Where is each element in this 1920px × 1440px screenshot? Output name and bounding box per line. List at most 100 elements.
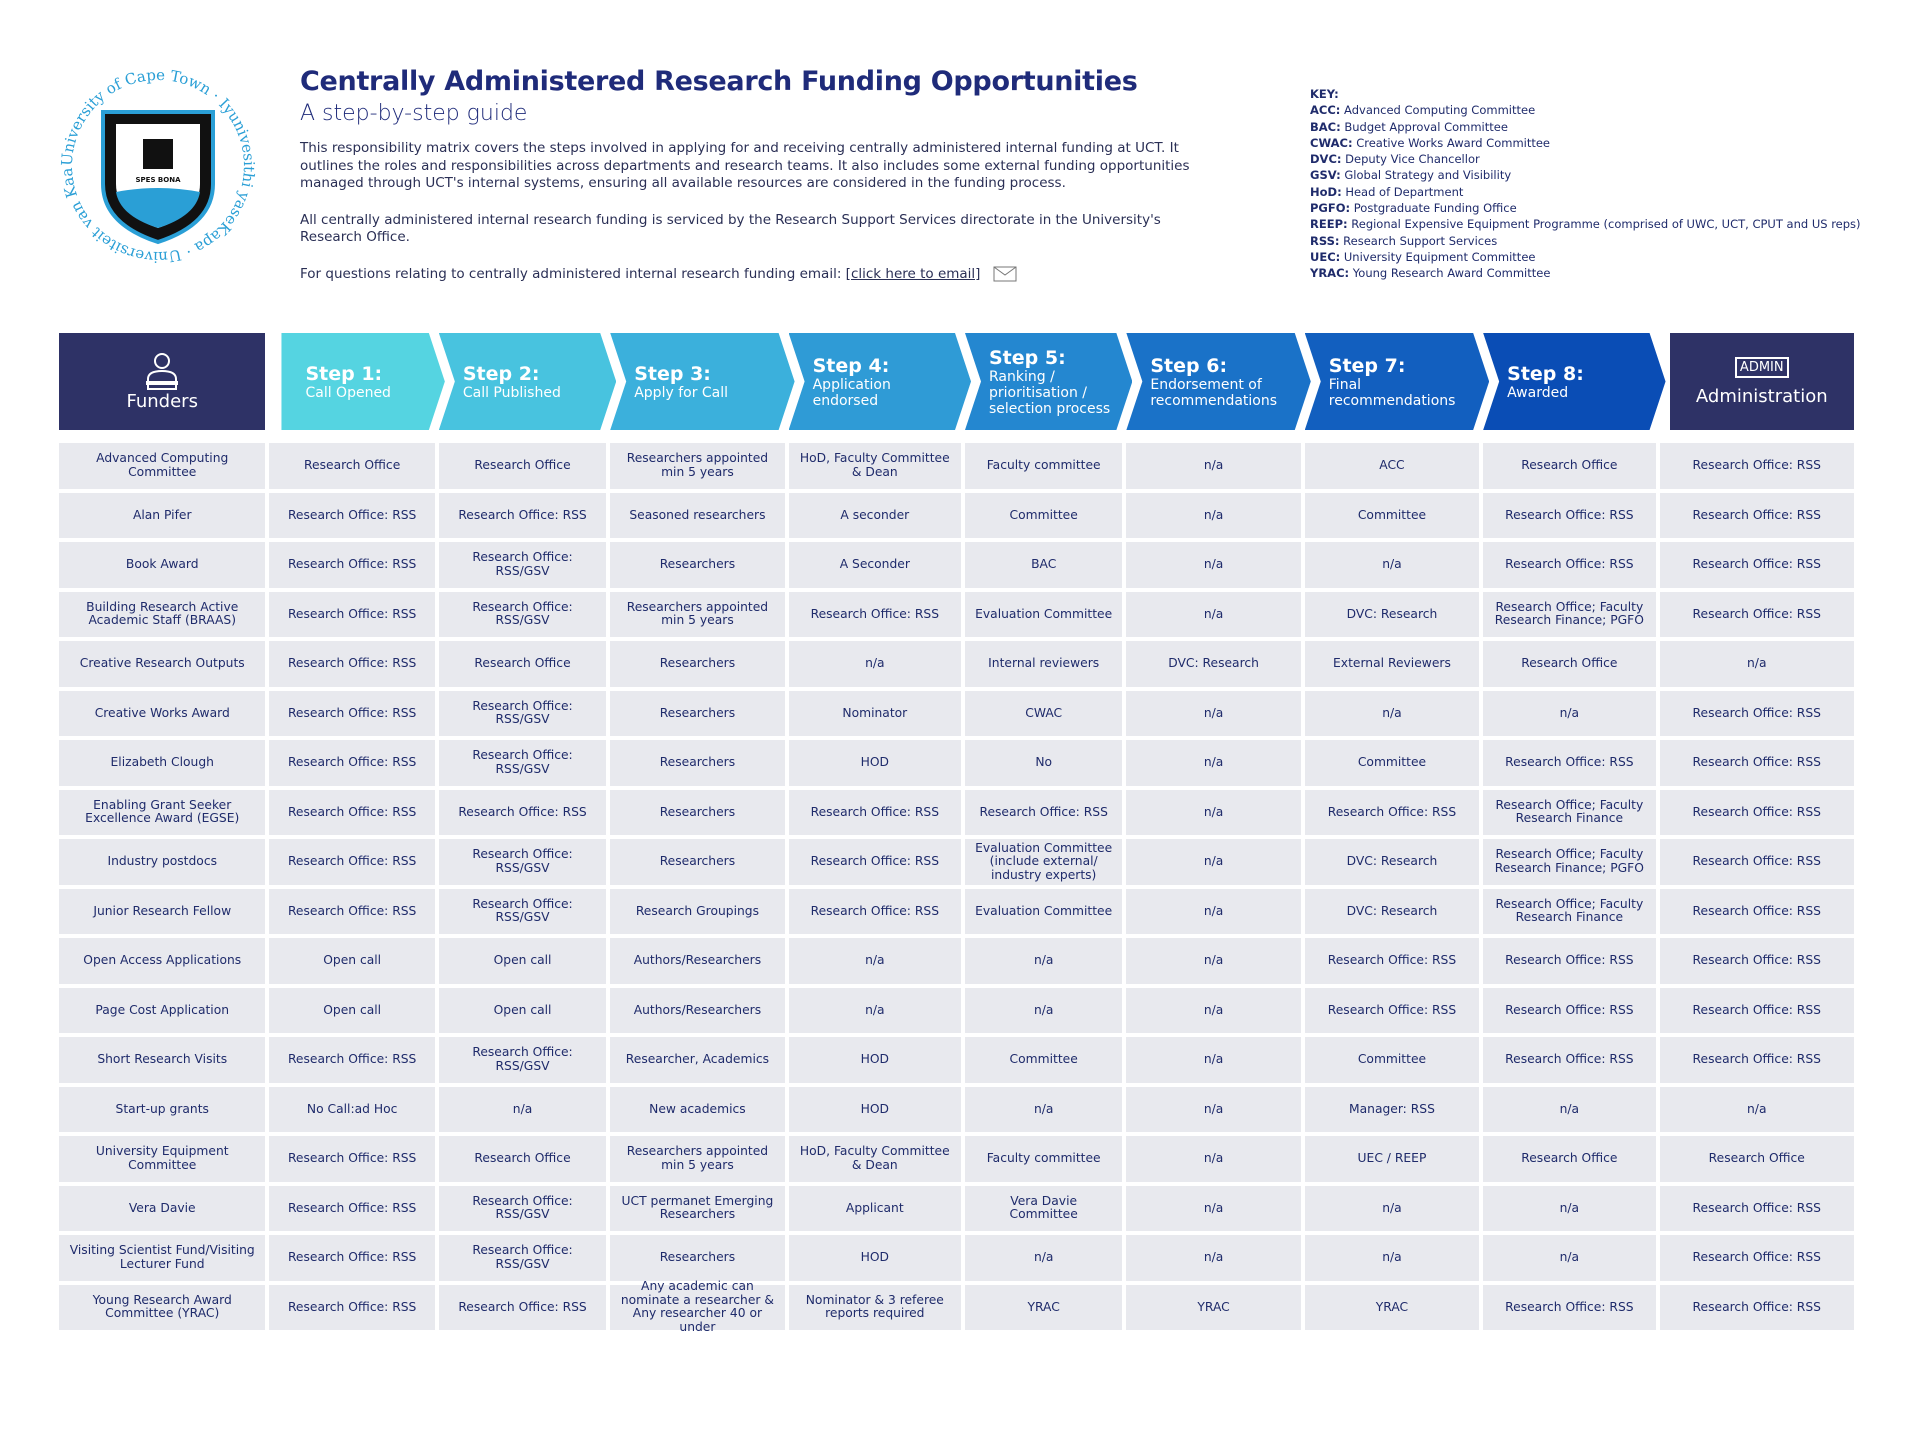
step-label: Endorsement of recommendations [1150, 376, 1278, 409]
step-header: Step 6: Endorsement of recommendations [1126, 333, 1310, 430]
table-cell: Research Office [438, 443, 607, 489]
funder-cell: Elizabeth Clough [59, 740, 266, 786]
funder-cell: Vera Davie [59, 1185, 266, 1231]
table-cell: n/a [1304, 542, 1480, 588]
key-entry: HoD: Head of Department [1310, 184, 1861, 200]
table-cell: Research Office: RSS [1483, 1284, 1656, 1330]
key-abbr: YRAC: [1310, 266, 1350, 281]
table-cell: Research Office: RSS [1659, 690, 1854, 736]
key-entry: PGFO: Postgraduate Funding Office [1310, 200, 1861, 216]
table-cell: Evaluation Committee [965, 888, 1123, 934]
email-link[interactable]: [click here to email] [845, 265, 981, 282]
table-cell: Researchers [610, 1235, 785, 1281]
email-line: For questions relating to centrally admi… [300, 266, 1200, 284]
table-cell: n/a [1126, 938, 1301, 984]
key-entry: YRAC: Young Research Award Committee [1310, 265, 1861, 281]
table-cell: Research Office: RSS [1659, 938, 1854, 984]
table-cell: Research Office: RSS [1659, 740, 1854, 786]
table-cell: Research Office: RSS/GSV [438, 740, 607, 786]
table-cell: ACC [1304, 443, 1480, 489]
table-cell: HOD [788, 1086, 961, 1132]
funder-cell: Book Award [59, 542, 266, 588]
table-cell: Research Office: RSS [1483, 987, 1656, 1033]
key-title: KEY: [1310, 87, 1339, 101]
key-desc: Budget Approval Committee [1344, 119, 1508, 134]
table-cell: Research Office: RSS [269, 839, 435, 885]
table-cell: Research Office: RSS [1483, 1037, 1656, 1083]
table-cell: Research Office: RSS [269, 1284, 435, 1330]
table-cell: n/a [1126, 690, 1301, 736]
key-desc: Advanced Computing Committee [1344, 103, 1536, 118]
table-cell: n/a [1304, 1235, 1480, 1281]
step-label: Awarded [1507, 384, 1569, 401]
title: Centrally Administered Research Funding … [300, 66, 1138, 97]
table-cell: Authors/Researchers [610, 938, 785, 984]
key-desc: Young Research Award Committee [1352, 266, 1551, 281]
key-entry: BAC: Budget Approval Committee [1310, 119, 1861, 135]
step-number: Step 3: [634, 362, 711, 385]
step-header: Step 4: Application endorsed [789, 333, 971, 430]
table-cell: Research Office: RSS [1659, 1185, 1854, 1231]
table-cell: CWAC [965, 690, 1123, 736]
table-cell: n/a [965, 987, 1123, 1033]
key-entry: REEP: Regional Expensive Equipment Progr… [1310, 216, 1861, 232]
table-cell: Research Office: RSS/GSV [438, 1235, 607, 1281]
step-label: Apply for Call [634, 384, 729, 401]
key-desc: Deputy Vice Chancellor [1345, 152, 1480, 167]
table-cell: Researchers [610, 542, 785, 588]
table-cell: n/a [1659, 641, 1854, 687]
table-cell: Faculty committee [965, 443, 1123, 489]
table-cell: Researchers [610, 839, 785, 885]
table-cell: Research Office: RSS [1483, 740, 1656, 786]
table-cell: n/a [1126, 839, 1301, 885]
table-cell: Research Office: RSS/GSV [438, 888, 607, 934]
table-cell: n/a [1126, 1037, 1301, 1083]
table-cell: Researchers appointed min 5 years [610, 1136, 785, 1182]
funders-label: Funders [126, 391, 198, 412]
key-desc: University Equipment Committee [1343, 249, 1536, 264]
table-cell: n/a [1304, 690, 1480, 736]
table-cell: Research Office: RSS/GSV [438, 690, 607, 736]
table-cell: No Call:ad Hoc [269, 1086, 435, 1132]
table-cell: n/a [1126, 1136, 1301, 1182]
table-cell: Research Office: RSS [1659, 591, 1854, 637]
key-desc: Regional Expensive Equipment Programme (… [1351, 217, 1861, 232]
table-cell: Research Office: RSS [1659, 443, 1854, 489]
table-cell: n/a [1483, 1235, 1656, 1281]
table-cell: Vera Davie Committee [965, 1185, 1123, 1231]
table-cell: n/a [1126, 1086, 1301, 1132]
table-cell: Research Office: RSS [1659, 987, 1854, 1033]
table-cell: HOD [788, 1235, 961, 1281]
table-cell: Research Office: RSS/GSV [438, 1185, 607, 1231]
intro-paragraph: All centrally administered internal rese… [300, 211, 1161, 246]
table-cell: n/a [438, 1086, 607, 1132]
table-cell: BAC [965, 542, 1123, 588]
table-cell: Research Office: RSS [1659, 542, 1854, 588]
table-cell: Applicant [788, 1185, 961, 1231]
table-cell: Committee [965, 492, 1123, 538]
funder-cell: Young Research Award Committee (YRAC) [59, 1284, 266, 1330]
table-cell: n/a [1483, 1185, 1656, 1231]
table-cell: HOD [788, 1037, 961, 1083]
table-cell: Research Office: RSS [1659, 1284, 1854, 1330]
table-cell: n/a [1126, 591, 1301, 637]
mail-icon [993, 266, 1017, 281]
key-entry: UEC: University Equipment Committee [1310, 249, 1861, 265]
table-cell: Research Office: RSS [1483, 938, 1656, 984]
table-cell: Committee [1304, 740, 1480, 786]
table-cell: Research Office: RSS [269, 789, 435, 835]
table-cell: Seasoned researchers [610, 492, 785, 538]
funder-cell: Building Research Active Academic Staff … [59, 591, 266, 637]
table-cell: Research Office: RSS [1659, 1235, 1854, 1281]
step-number: Step 7: [1328, 354, 1406, 377]
table-cell: Researchers appointed min 5 years [610, 443, 785, 489]
table-cell: DVC: Research [1304, 839, 1480, 885]
table-cell: YRAC [965, 1284, 1123, 1330]
table-cell: n/a [1126, 740, 1301, 786]
step-number: Step 6: [1150, 354, 1228, 377]
table-cell: Research Office: RSS [1659, 1037, 1854, 1083]
table-cell: Researchers [610, 641, 785, 687]
key-abbr: GSV: [1310, 168, 1341, 183]
table-cell: Research Office: RSS [269, 1037, 435, 1083]
key-abbr: HoD: [1310, 184, 1342, 199]
